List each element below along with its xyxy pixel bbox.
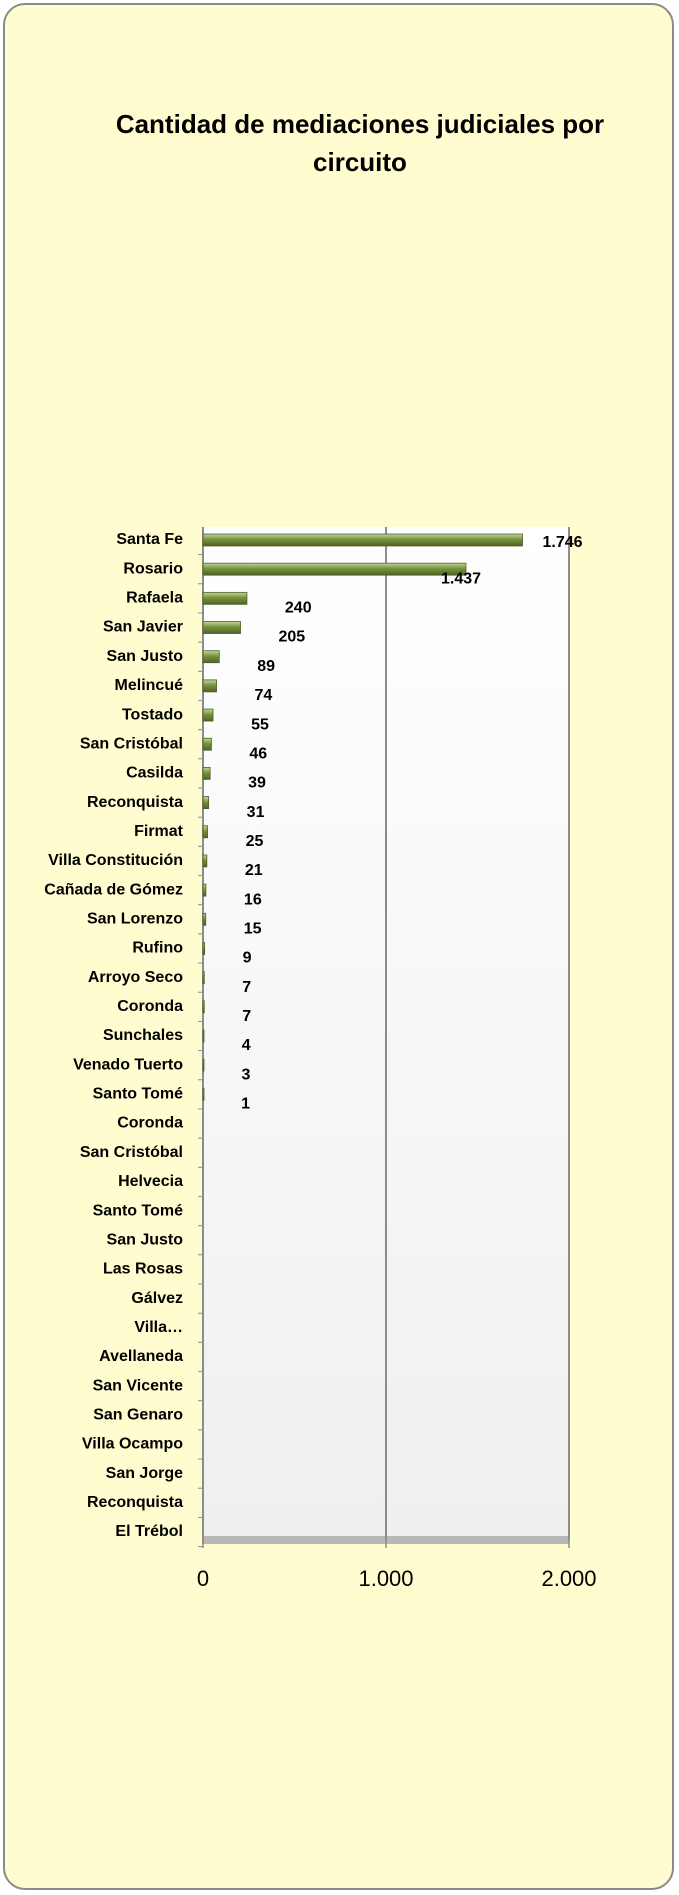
y-tick-label: Arroyo Seco — [88, 969, 183, 986]
bar — [202, 621, 241, 634]
value-label: 3 — [242, 1066, 251, 1083]
y-tick-label: Coronda — [117, 1115, 183, 1132]
value-label: 55 — [251, 716, 269, 733]
bar — [202, 737, 212, 751]
y-tick-label: Rafaela — [126, 590, 183, 607]
y-tick-label: Villa Constitución — [48, 852, 183, 869]
y-tick-label: Rosario — [123, 560, 183, 577]
y-tick-label: Santa Fe — [116, 531, 183, 548]
value-label: 16 — [244, 891, 262, 908]
value-label: 240 — [285, 600, 312, 617]
x-tick-label: 0 — [197, 1566, 209, 1591]
y-tick-label: Melincué — [115, 677, 184, 694]
y-tick-label: San Javier — [103, 619, 183, 636]
y-tick-label: Casilda — [126, 765, 183, 782]
bar — [202, 971, 205, 985]
bar — [202, 912, 207, 926]
bar — [202, 1029, 205, 1043]
bar — [202, 1000, 205, 1014]
y-tick-label: Avellaneda — [99, 1348, 183, 1365]
bar — [202, 883, 207, 897]
y-tick-label: San Cristóbal — [80, 1144, 183, 1161]
value-label: 205 — [279, 629, 306, 646]
value-label: 4 — [242, 1037, 251, 1054]
y-tick-label: Gálvez — [131, 1290, 183, 1307]
bar — [202, 679, 217, 693]
value-label: 46 — [249, 745, 267, 762]
bar — [202, 942, 206, 955]
bar — [202, 708, 214, 722]
y-tick-label: San Lorenzo — [87, 911, 183, 928]
chart-title: Cantidad de mediaciones judiciales por c… — [115, 109, 605, 177]
value-label: 39 — [248, 775, 266, 792]
value-label: 21 — [245, 862, 263, 879]
y-tick-label: Santo Tomé — [93, 1202, 183, 1219]
y-tick-label: Reconquista — [87, 794, 183, 811]
y-tick-label: Venado Tuerto — [73, 1056, 183, 1073]
y-tick-label: Helvecia — [118, 1173, 183, 1190]
y-tick-label: San Jorge — [106, 1465, 183, 1482]
bar — [202, 1087, 205, 1101]
y-tick-label: San Cristóbal — [80, 735, 183, 752]
bar — [202, 796, 210, 809]
y-tick-label: Reconquista — [87, 1494, 183, 1511]
value-label: 7 — [242, 979, 251, 996]
x-tick-label: 1.000 — [358, 1566, 413, 1591]
value-label: 31 — [247, 804, 265, 821]
y-tick-label: Cañada de Gómez — [44, 881, 183, 898]
y-tick-label: Coronda — [117, 998, 183, 1015]
y-tick-label: Sunchales — [103, 1027, 183, 1044]
y-tick-label: Villa… — [134, 1319, 183, 1336]
bar — [202, 767, 211, 780]
value-label: 1.437 — [441, 570, 481, 587]
y-tick-label: San Genaro — [93, 1407, 183, 1424]
bar — [202, 854, 208, 868]
y-tick-label: Villa Ocampo — [82, 1436, 183, 1453]
bar — [202, 650, 220, 664]
bar — [202, 1058, 205, 1072]
y-tick-label: Rufino — [132, 940, 183, 957]
y-tick-label: El Trébol — [115, 1523, 183, 1540]
bar — [202, 591, 248, 605]
y-tick-label: Santo Tomé — [93, 1086, 183, 1103]
y-tick-label: Tostado — [122, 706, 183, 723]
value-label: 15 — [244, 921, 262, 938]
value-label: 9 — [243, 950, 252, 967]
bar — [202, 562, 467, 576]
value-label: 7 — [242, 1008, 251, 1025]
value-label: 1 — [241, 1096, 250, 1113]
y-tick-label: San Vicente — [93, 1377, 184, 1394]
value-label: 25 — [246, 833, 264, 850]
y-tick-label: Las Rosas — [103, 1261, 183, 1278]
x-tick-label: 2.000 — [541, 1566, 596, 1591]
value-label: 1.746 — [543, 534, 583, 551]
y-tick-label: San Justo — [107, 1231, 184, 1248]
value-label: 74 — [255, 687, 273, 704]
y-tick-label: Firmat — [134, 823, 184, 840]
bar — [202, 533, 523, 547]
y-tick-label: San Justo — [107, 648, 184, 665]
value-label: 89 — [257, 658, 275, 675]
bar — [202, 825, 208, 839]
